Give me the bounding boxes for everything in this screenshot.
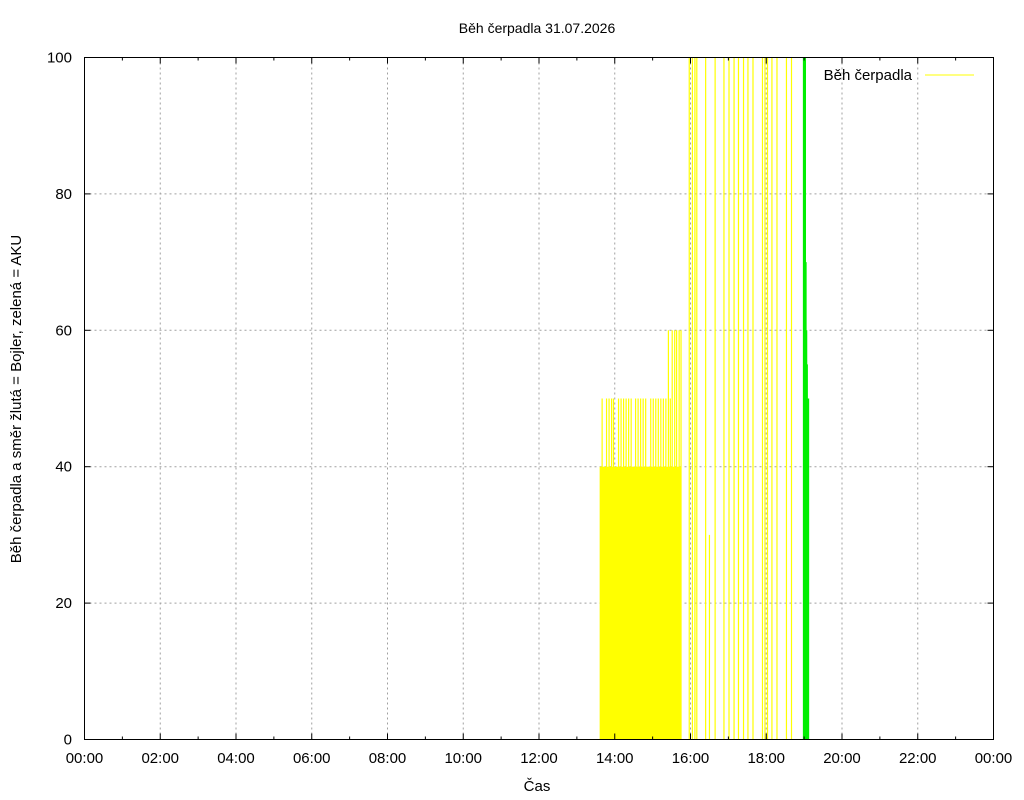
legend: Běh čerpadla — [824, 67, 974, 84]
grid — [84, 57, 994, 740]
y-tick-label: 40 — [55, 459, 72, 476]
y-tick-label: 0 — [64, 732, 72, 749]
x-tick-label: 10:00 — [444, 750, 482, 767]
ticks: 00:00 02:00 04:00 06:00 08:00 10:00 12:00 14:00… — [47, 50, 1012, 768]
x-tick-label: 04:00 — [217, 750, 255, 767]
x-tick-label: 00:00 — [975, 750, 1013, 767]
x-tick-label: 22:00 — [899, 750, 937, 767]
x-tick-label: 18:00 — [747, 750, 785, 767]
x-tick-label: 20:00 — [823, 750, 861, 767]
y-tick-label: 60 — [55, 322, 72, 339]
plot-data — [599, 57, 810, 740]
x-tick-label: 14:00 — [596, 750, 634, 767]
x-tick-label: 16:00 — [672, 750, 710, 767]
x-tick-label: 06:00 — [293, 750, 331, 767]
y-tick-label: 80 — [55, 186, 72, 203]
x-tick-label: 08:00 — [369, 750, 407, 767]
x-tick-label: 12:00 — [520, 750, 558, 767]
x-tick-label: 02:00 — [141, 750, 179, 767]
legend-label: Běh čerpadla — [824, 67, 913, 84]
x-axis-label: Čas — [524, 778, 551, 795]
y-tick-label: 100 — [47, 50, 72, 67]
chart-title: Běh čerpadla 31.07.2026 — [459, 20, 616, 36]
x-tick-label: 00:00 — [66, 750, 104, 767]
y-tick-label: 20 — [55, 595, 72, 612]
y-axis-label: Běh čerpadla a směr žlutá = Bojler, zele… — [8, 235, 25, 564]
